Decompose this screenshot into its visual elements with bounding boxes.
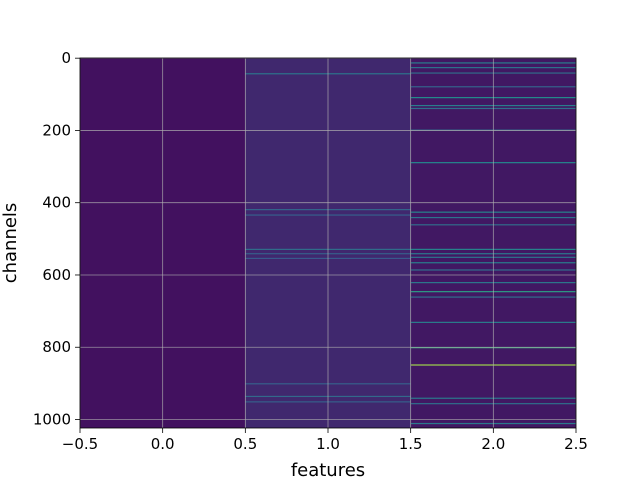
y-tick-label: 1000: [33, 411, 71, 429]
x-tick-label: 1.0: [316, 435, 340, 453]
x-tick-label: 2.5: [564, 435, 588, 453]
y-tick-label: 800: [42, 338, 71, 356]
x-tick-label: 1.5: [399, 435, 423, 453]
x-tick-label: −0.5: [62, 435, 98, 453]
y-axis-ticks: 0 200 400 600 800 1000: [33, 49, 80, 429]
y-tick-label: 600: [42, 266, 71, 284]
y-tick-label: 0: [61, 49, 71, 67]
x-tick-label: 0.0: [151, 435, 175, 453]
y-axis-label: channels: [0, 203, 21, 284]
x-axis-label: features: [291, 460, 365, 480]
y-tick-label: 200: [42, 121, 71, 139]
x-tick-label: 0.5: [233, 435, 257, 453]
x-tick-label: 2.0: [481, 435, 505, 453]
x-axis-ticks: −0.5 0.0 0.5 1.0 1.5 2.0 2.5: [62, 428, 588, 453]
y-tick-label: 400: [42, 194, 71, 212]
